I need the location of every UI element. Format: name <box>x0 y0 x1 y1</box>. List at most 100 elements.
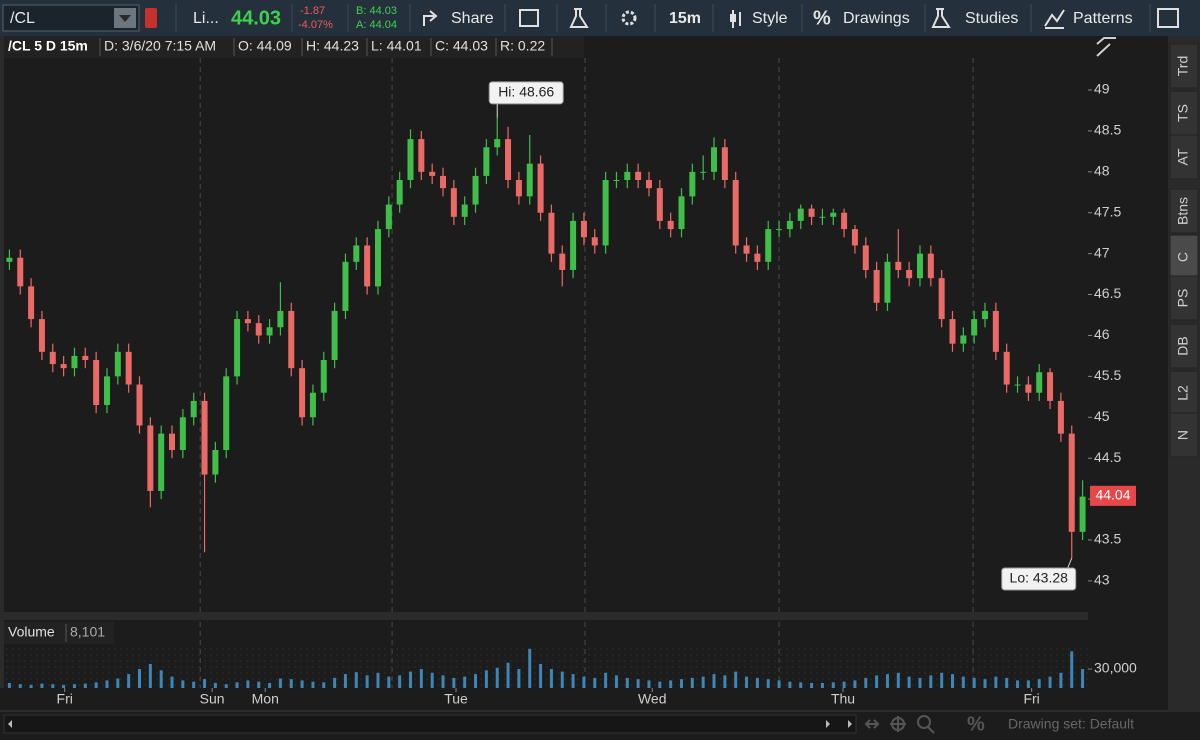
sidebar-tab[interactable] <box>1169 234 1199 280</box>
candle-body <box>960 335 967 344</box>
thinkscript-icon[interactable] <box>569 8 589 28</box>
volume-bar <box>40 683 44 688</box>
candle-body <box>28 286 35 320</box>
footer-icons[interactable] <box>864 715 935 734</box>
candle-body <box>494 139 501 148</box>
sidebar-tab[interactable] <box>1169 90 1199 136</box>
share-icon[interactable] <box>423 10 438 26</box>
volume-bar <box>322 682 326 688</box>
candle-body <box>580 220 587 238</box>
scrollbar[interactable] <box>3 714 857 734</box>
volume-title: Volume <box>8 624 55 640</box>
candle-body <box>407 139 414 180</box>
candle-body <box>288 310 295 369</box>
sidebar-tab-label: C <box>1175 252 1191 262</box>
y-tick-label: 46.5 <box>1094 285 1121 301</box>
candle-body <box>212 450 219 475</box>
candle-body <box>1068 433 1075 532</box>
volume-bar <box>907 676 911 688</box>
candle-body <box>635 171 642 180</box>
volume-bar <box>777 680 781 688</box>
volume-bar <box>354 672 358 688</box>
sidebar-tab[interactable] <box>1169 134 1199 180</box>
candle-body <box>570 220 577 270</box>
sidebar-tab[interactable] <box>1169 275 1199 321</box>
x-tick-label: Fri <box>57 691 73 707</box>
candle-body <box>331 310 338 360</box>
candle-body <box>667 220 674 230</box>
sidebar-tab-label: L2 <box>1175 385 1191 401</box>
style-button[interactable]: Style <box>752 10 788 27</box>
candle-body <box>17 257 24 287</box>
volume-bar <box>127 674 131 688</box>
settings-icon[interactable] <box>621 10 637 26</box>
volume-bar <box>885 674 889 688</box>
candle-body <box>374 229 381 287</box>
candle-body <box>992 310 999 352</box>
sidebar-tab-label: N <box>1175 430 1191 440</box>
patterns-icon[interactable] <box>1044 9 1065 29</box>
sidebar-tab[interactable] <box>1169 43 1199 89</box>
patterns-button[interactable]: Patterns <box>1073 10 1133 27</box>
volume-bar <box>268 682 272 688</box>
drawing-set[interactable]: Drawing set: Default <box>1008 716 1134 732</box>
candle-body <box>418 139 425 172</box>
volume-bar <box>409 671 412 688</box>
volume-bar <box>94 682 98 688</box>
candle-body <box>396 180 403 205</box>
volume-bar <box>1059 672 1063 688</box>
x-tick-label: Fri <box>1023 691 1039 707</box>
link-label[interactable]: Li... <box>193 10 219 27</box>
volume-bar <box>961 676 965 688</box>
candle-body <box>841 212 848 230</box>
studies-button[interactable]: Studies <box>965 10 1018 27</box>
volume-bar <box>831 682 835 688</box>
volume-bar <box>842 681 846 688</box>
candle-body <box>862 245 869 270</box>
volume-current: 8,101 <box>70 624 105 640</box>
sidebar-tab[interactable] <box>1169 370 1199 416</box>
volume-bar <box>853 680 857 688</box>
volume-bar <box>983 679 987 688</box>
alert-badge[interactable] <box>145 8 157 28</box>
candle-body <box>450 188 457 217</box>
candle-body <box>1079 496 1086 532</box>
drawings-icon[interactable]: % <box>813 7 831 29</box>
volume-bar <box>745 676 749 688</box>
drawing-set-icon[interactable]: % <box>967 713 985 735</box>
x-tick-label: Sun <box>200 691 225 707</box>
candle-body <box>472 175 479 205</box>
candle-body <box>234 319 241 377</box>
candle-body <box>1014 384 1021 386</box>
candle-body <box>689 171 696 197</box>
candle-body <box>884 261 891 303</box>
volume-bar <box>387 676 391 688</box>
volume-bar <box>723 675 727 688</box>
candle-body <box>949 319 956 344</box>
drawings-button[interactable]: Drawings <box>843 10 910 27</box>
sidebar-tab[interactable] <box>1169 188 1199 234</box>
studies-icon[interactable] <box>931 8 951 28</box>
share-button[interactable]: Share <box>451 10 494 27</box>
volume-bar <box>896 672 900 688</box>
candle-body <box>743 245 750 254</box>
sidebar-tab[interactable] <box>1169 412 1199 458</box>
volume-bar <box>1005 677 1009 688</box>
candle-body <box>1003 351 1010 385</box>
candle-body <box>776 229 783 231</box>
candle-body <box>266 327 273 336</box>
y-tick-label: 48 <box>1094 163 1110 179</box>
x-tick-label: Mon <box>252 691 279 707</box>
annotation-box <box>488 81 564 105</box>
volume-bar <box>83 683 87 688</box>
sidebar-tab[interactable] <box>1169 323 1199 369</box>
drawing-tool-icon[interactable] <box>1096 37 1116 57</box>
candle-body <box>190 400 197 418</box>
timeframe-button[interactable]: 15m <box>669 10 701 27</box>
menu-icon[interactable] <box>1157 8 1179 28</box>
candle-body <box>786 220 793 230</box>
flex-grid-icon[interactable] <box>519 9 539 27</box>
volume-bar <box>1081 669 1085 688</box>
volume-bar <box>224 684 228 688</box>
